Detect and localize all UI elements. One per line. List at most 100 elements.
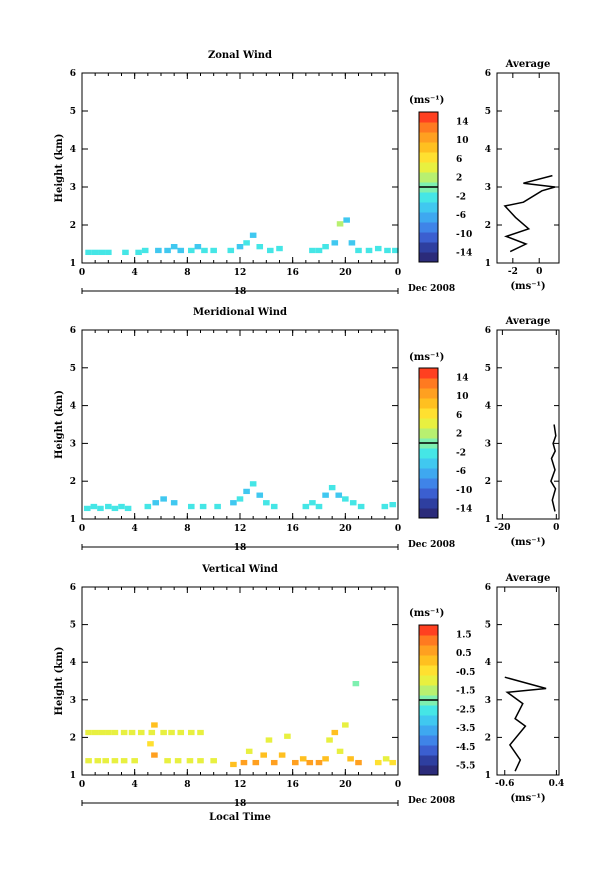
heatmap-cell <box>83 505 91 512</box>
heatmap-cell <box>94 758 102 764</box>
y-tick-label: 3 <box>70 183 76 193</box>
heatmap-cell <box>186 758 194 764</box>
plot-frame <box>81 329 399 520</box>
heatmap-cell <box>128 729 136 736</box>
x-tick-label: 0 <box>79 780 85 790</box>
colorbar-label: -1.5 <box>456 687 475 697</box>
heatmap-cell <box>389 501 397 508</box>
average-title: Average <box>505 573 551 584</box>
heatmap-cell <box>177 729 185 736</box>
heatmap-cell <box>187 729 195 736</box>
average-unit-label: (ms⁻¹) <box>510 537 545 548</box>
x-tick-label: 4 <box>132 780 138 790</box>
colorbar-swatch <box>419 448 438 459</box>
colorbar-swatch <box>419 468 438 479</box>
heatmap-cell <box>105 503 112 510</box>
x-tick-label: 12 <box>234 524 247 534</box>
heatmap-cell <box>164 247 171 254</box>
y-tick-label: 2 <box>70 477 76 487</box>
average-y-label: 2 <box>485 221 491 231</box>
y-tick-label: 3 <box>70 696 76 706</box>
average-y-label: 1 <box>485 259 491 269</box>
colorbar-label: -10 <box>456 230 472 240</box>
heatmap-cell <box>265 737 273 743</box>
colorbar-swatch <box>419 232 438 243</box>
colorbar-label: -0.5 <box>456 668 475 678</box>
colorbar-swatch <box>419 418 438 429</box>
colorbar-swatch <box>419 212 438 223</box>
colorbar-swatch <box>419 112 438 123</box>
colorbar-label: -14 <box>456 249 472 259</box>
colorbar-label: -3.5 <box>456 724 475 734</box>
x-tick-label: 16 <box>286 524 299 534</box>
heatmap-cell <box>155 247 162 254</box>
colorbar-label: -14 <box>456 505 472 515</box>
heatmap-cell <box>382 756 390 762</box>
colorbar-swatch <box>419 252 438 263</box>
y-tick-label: 3 <box>70 439 76 449</box>
colorbar-swatch <box>419 458 438 469</box>
heatmap-cell <box>122 249 129 256</box>
colorbar-label: 2 <box>456 174 462 184</box>
date-label: Dec 2008 <box>408 540 455 550</box>
heatmap-cell <box>168 729 175 736</box>
heatmap-cell <box>240 759 248 766</box>
heatmap-cell <box>187 503 195 510</box>
colorbar-swatch <box>419 428 438 439</box>
heatmap-cell <box>120 758 128 764</box>
heatmap-cell <box>197 729 204 736</box>
average-title: Average <box>505 59 551 70</box>
y-tick-label: 6 <box>70 69 76 79</box>
colorbar-label: -2 <box>456 192 466 202</box>
heatmap-cell <box>292 759 299 766</box>
heatmap-cell <box>381 503 389 510</box>
average-x-label: -0.6 <box>495 779 514 789</box>
heatmap-cell <box>331 729 339 736</box>
average-x-label: 0.4 <box>549 779 565 789</box>
heatmap-cell <box>266 247 274 254</box>
y-tick-label: 2 <box>70 733 76 743</box>
average-frame <box>496 72 560 264</box>
colorbar-swatch <box>419 122 438 133</box>
heatmap-cell <box>201 247 208 254</box>
colorbar-swatch <box>419 398 438 409</box>
heatmap-cell <box>160 496 167 502</box>
heatmap-cell <box>322 244 329 250</box>
heatmap-cell <box>357 503 365 510</box>
heatmap-cell <box>90 503 98 510</box>
colorbar-swatch <box>419 735 438 746</box>
heatmap-cell <box>98 249 106 256</box>
heatmap-cell <box>151 752 158 758</box>
heatmap-cell <box>102 758 109 764</box>
heatmap-cell <box>322 756 329 762</box>
x-tick-label: 16 <box>286 780 299 790</box>
heatmap-cell <box>170 244 178 250</box>
heatmap-cell <box>384 247 391 254</box>
heatmap-cell <box>160 729 167 736</box>
date-label: Dec 2008 <box>408 284 455 294</box>
average-profile-line <box>504 676 547 772</box>
colorbar-label: 10 <box>456 136 469 146</box>
colorbar-unit: (ms⁻¹) <box>409 352 444 363</box>
colorbar-label: -6 <box>456 211 466 221</box>
heatmap-cell <box>170 500 178 506</box>
heatmap-cell <box>148 729 156 736</box>
heatmap-cell <box>105 249 112 256</box>
x-tick-label: 20 <box>339 780 352 790</box>
heatmap-cell <box>91 249 99 256</box>
average-profile-line <box>503 174 556 253</box>
average-profile-line <box>550 424 557 512</box>
heatmap-cell <box>111 505 119 512</box>
colorbar-swatch <box>419 705 438 716</box>
heatmap-cell <box>236 496 244 502</box>
day-label: 18 <box>234 799 247 809</box>
heatmap-cell <box>342 496 349 502</box>
colorbar-swatch <box>419 715 438 726</box>
heatmap-cell <box>347 756 354 762</box>
colorbar-swatch <box>419 765 438 776</box>
colorbar-swatch <box>419 172 438 183</box>
average-y-label: 2 <box>485 477 491 487</box>
